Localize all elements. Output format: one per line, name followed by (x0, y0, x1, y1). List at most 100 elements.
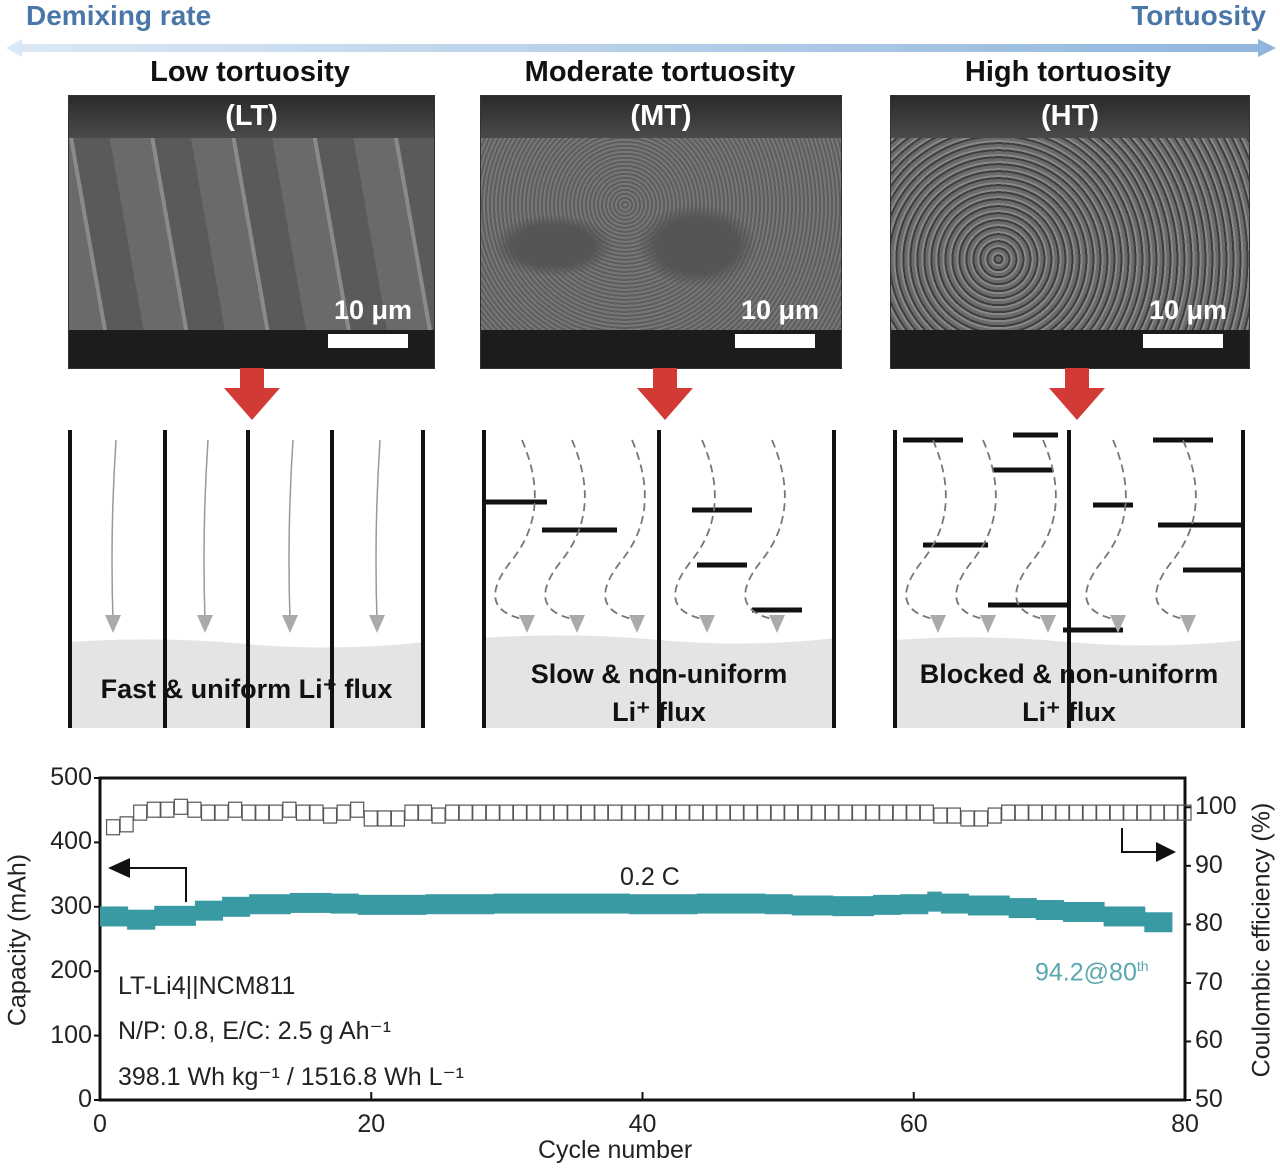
ce-point (580, 804, 595, 821)
ce-point (702, 804, 717, 821)
ce-point (526, 804, 541, 821)
capacity-point (249, 894, 291, 915)
ce-point (756, 804, 772, 821)
flux-caption-line1-2: Blocked & non-uniform (919, 659, 1219, 689)
ce-point (539, 804, 555, 821)
ce-point (214, 804, 229, 821)
ce-point (716, 804, 731, 821)
flux-schematic-1 (482, 430, 836, 728)
ce-point (458, 804, 473, 821)
ce-point (390, 810, 405, 827)
plot-frame (98, 776, 1187, 1102)
capacity-point (222, 896, 251, 917)
ce-point (146, 801, 161, 818)
right-axis-indicator-line (1121, 828, 1158, 853)
ce-point (892, 804, 907, 821)
flux-caption-0: Fast & uniform Li⁺ flux (68, 670, 425, 708)
capacity-point (628, 894, 698, 915)
ce-point (350, 801, 365, 818)
ce-point (133, 804, 148, 821)
scale-bar-1 (735, 334, 815, 348)
capacity-point (1035, 900, 1064, 921)
sem-image-0: (LT) 10 μm (68, 95, 435, 369)
down-arrow-icon-1 (637, 368, 693, 420)
ce-point (1136, 804, 1151, 821)
ce-point (241, 804, 256, 821)
ce-point (743, 804, 758, 821)
capacity-point (127, 909, 156, 930)
capacity-point (940, 893, 969, 914)
ce-point (906, 804, 921, 821)
capacity-point (1103, 906, 1146, 927)
ce-point (811, 804, 826, 821)
ce-point (865, 804, 880, 821)
capacity-point (100, 906, 115, 927)
capacity-point (113, 906, 129, 927)
capacity-point (764, 894, 793, 915)
panel-abbr-1: (MT) (630, 100, 692, 132)
ce-point (119, 816, 134, 833)
ce-point (1028, 804, 1043, 821)
ce-point (851, 804, 867, 821)
flux-caption-line1-1: Slow & non-uniform (530, 659, 788, 689)
ce-point (553, 804, 568, 821)
ce-point (689, 804, 704, 821)
capacity-point (1144, 912, 1173, 933)
ce-point (173, 798, 188, 815)
capacity-point (927, 891, 942, 912)
left-axis-indicator-line (128, 867, 187, 902)
ce-point (1109, 804, 1124, 821)
ce-point (1001, 804, 1016, 821)
ce-point (1123, 804, 1138, 821)
ce-point (675, 804, 690, 821)
ce-point (879, 804, 894, 821)
down-arrow-icon-2 (1049, 368, 1105, 420)
demixing-rate-label: Demixing rate (26, 0, 212, 31)
scale-bar-2 (1143, 334, 1223, 348)
ce-point (472, 804, 487, 821)
ce-point (607, 804, 622, 821)
flux-caption-2: Blocked & non-uniform Li⁺ flux (893, 655, 1245, 731)
ce-point (567, 804, 582, 821)
ce-point (228, 801, 243, 818)
sem-image-1: (MT) 10 μm (480, 95, 842, 369)
ce-point (634, 804, 650, 821)
ce-point (512, 804, 528, 821)
ce-point (336, 804, 351, 821)
panel-title-2: High tortuosity (964, 56, 1172, 88)
flux-schematic-2 (893, 430, 1245, 728)
ce-point (1163, 804, 1179, 821)
ce-point (200, 804, 216, 821)
capacity-point (194, 900, 224, 921)
flux-caption-line2-1: Li⁺ flux (612, 697, 706, 727)
panel-abbr-0: (LT) (225, 100, 278, 132)
capacity-point (1062, 901, 1105, 922)
capacity-point (900, 894, 929, 915)
capacity-point (357, 894, 427, 915)
panel-title-1: Moderate tortuosity (524, 56, 796, 88)
ce-point (1041, 804, 1056, 821)
ce-point (729, 804, 745, 821)
ce-point (309, 804, 324, 821)
ce-point (322, 807, 338, 824)
capacity-point (968, 895, 1010, 916)
ce-point (797, 804, 812, 821)
ce-point (594, 804, 609, 821)
ce-point (431, 807, 446, 824)
ce-point (295, 804, 311, 821)
right-arrow-icon (1156, 842, 1176, 862)
ce-point (946, 807, 962, 824)
sem-image-2: (HT) 10 μm (890, 95, 1250, 369)
flux-caption-line1-0: Fast & uniform Li⁺ flux (100, 674, 393, 704)
panel-abbr-2: (HT) (1041, 100, 1099, 132)
ce-point (648, 804, 663, 821)
capacity-point (154, 905, 196, 926)
ce-point (933, 807, 948, 824)
ce-point (838, 804, 853, 821)
ce-point (1014, 804, 1029, 821)
flux-schematic-0 (68, 430, 425, 728)
left-arrow-icon (108, 858, 130, 878)
ce-point (187, 801, 202, 818)
capacity-point (696, 893, 766, 914)
scale-bar-label-0: 10 μm (333, 295, 412, 325)
